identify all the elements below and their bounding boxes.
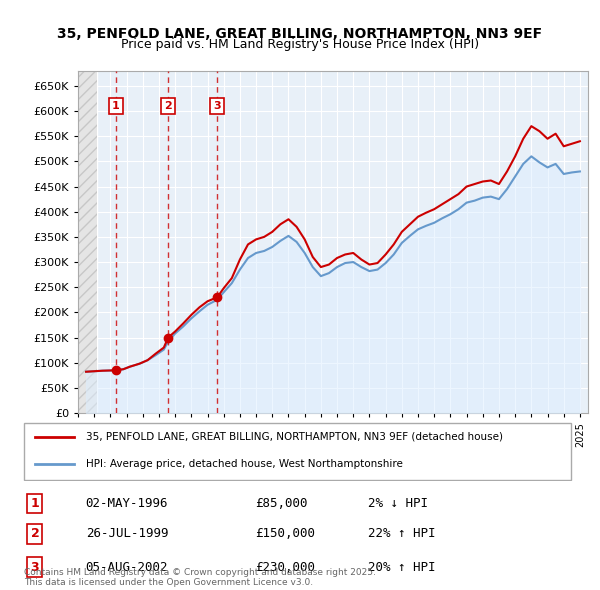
- Text: Price paid vs. HM Land Registry's House Price Index (HPI): Price paid vs. HM Land Registry's House …: [121, 38, 479, 51]
- Text: 26-JUL-1999: 26-JUL-1999: [86, 527, 168, 540]
- Text: 35, PENFOLD LANE, GREAT BILLING, NORTHAMPTON, NN3 9EF (detached house): 35, PENFOLD LANE, GREAT BILLING, NORTHAM…: [86, 432, 503, 441]
- Text: 05-AUG-2002: 05-AUG-2002: [86, 560, 168, 573]
- Text: 20% ↑ HPI: 20% ↑ HPI: [368, 560, 435, 573]
- Text: 1: 1: [112, 101, 120, 111]
- Text: 2% ↓ HPI: 2% ↓ HPI: [368, 497, 428, 510]
- Text: 3: 3: [31, 560, 39, 573]
- Text: 2: 2: [164, 101, 172, 111]
- Text: 3: 3: [214, 101, 221, 111]
- Text: Contains HM Land Registry data © Crown copyright and database right 2025.
This d: Contains HM Land Registry data © Crown c…: [24, 568, 376, 587]
- Bar: [78, 71, 97, 413]
- FancyBboxPatch shape: [23, 423, 571, 480]
- Bar: [78, 71, 97, 413]
- Text: 22% ↑ HPI: 22% ↑ HPI: [368, 527, 435, 540]
- Text: 35, PENFOLD LANE, GREAT BILLING, NORTHAMPTON, NN3 9EF: 35, PENFOLD LANE, GREAT BILLING, NORTHAM…: [58, 27, 542, 41]
- Text: £230,000: £230,000: [255, 560, 315, 573]
- Text: HPI: Average price, detached house, West Northamptonshire: HPI: Average price, detached house, West…: [86, 460, 403, 469]
- Text: £150,000: £150,000: [255, 527, 315, 540]
- Text: 02-MAY-1996: 02-MAY-1996: [86, 497, 168, 510]
- Text: 2: 2: [31, 527, 39, 540]
- Text: 1: 1: [31, 497, 39, 510]
- Text: £85,000: £85,000: [255, 497, 307, 510]
